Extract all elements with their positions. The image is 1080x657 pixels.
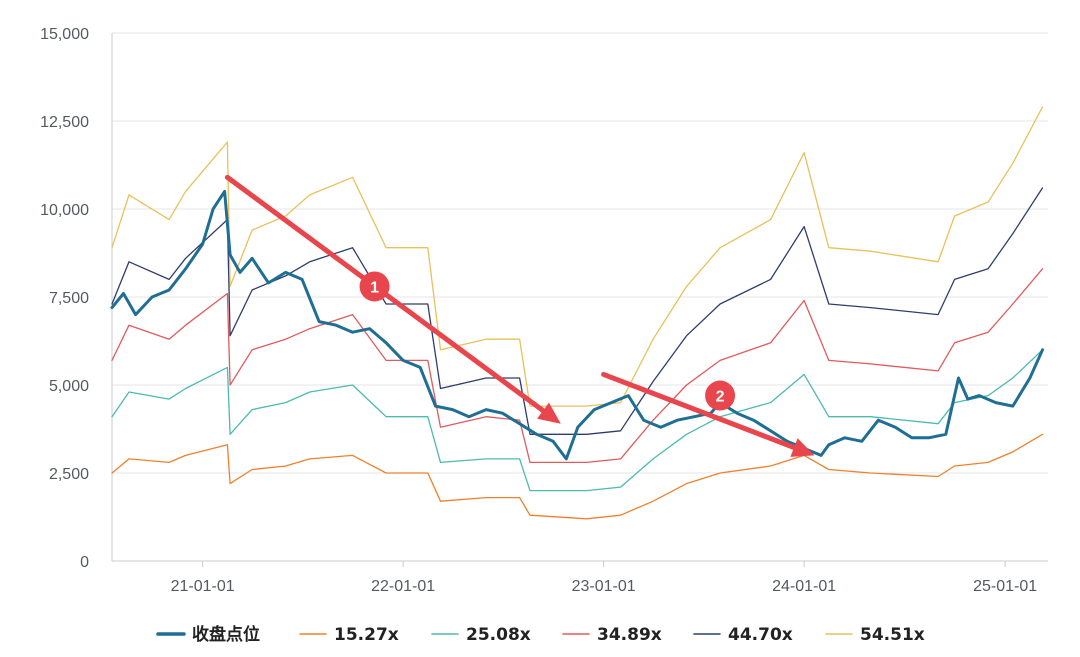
y-tick-label: 15,000 — [40, 26, 89, 43]
y-tick-label: 12,500 — [40, 114, 89, 131]
annotation-layer: 12 — [224, 174, 815, 457]
annotation-marker — [705, 380, 736, 411]
annotation-arrow-head — [537, 402, 561, 424]
x-tick-label: 25-01-01 — [973, 578, 1037, 595]
y-tick-label: 7,500 — [49, 290, 89, 307]
y-tick-label: 10,000 — [40, 202, 89, 219]
annotation-arrow-shaft — [601, 371, 797, 451]
series-line-54.51x — [111, 106, 1044, 407]
legend-label: 54.51x — [860, 625, 925, 645]
annotation-marker — [359, 271, 390, 302]
annotation-arrow-head — [790, 438, 815, 457]
x-tick-label: 24-01-01 — [772, 578, 836, 595]
y-tick-label: 2,500 — [49, 466, 89, 483]
x-tick-label: 21-01-01 — [171, 578, 235, 595]
legend-label: 15.27x — [334, 625, 399, 645]
series-line-44.70x — [111, 187, 1044, 435]
series-line-15.27x — [111, 433, 1044, 520]
y-tick-label: 5,000 — [49, 378, 89, 395]
series-line-close — [110, 189, 1044, 461]
series-line-25.08x — [111, 349, 1044, 492]
x-tick-label: 23-01-01 — [572, 578, 636, 595]
series-line-34.89x — [111, 268, 1044, 464]
legend-label: 25.08x — [466, 625, 531, 645]
legend-label: 收盘点位 — [192, 624, 260, 645]
series-layer — [110, 106, 1044, 520]
y-tick-label: 0 — [80, 554, 89, 571]
legend-label: 34.89x — [597, 625, 662, 645]
annotation-marker-label: 2 — [716, 389, 725, 406]
grid-layer — [112, 32, 1048, 474]
legend: 收盘点位 15.27x 25.08x 34.89x 44.70x 54.51x — [156, 624, 925, 645]
x-tick-label: 22-01-01 — [371, 578, 435, 595]
annotation-marker-label: 1 — [370, 279, 379, 296]
legend-label: 44.70x — [728, 625, 793, 645]
axis-layer: 0 2,500 5,000 7,500 10,000 12,500 15,000 21-01-… — [40, 26, 1048, 595]
